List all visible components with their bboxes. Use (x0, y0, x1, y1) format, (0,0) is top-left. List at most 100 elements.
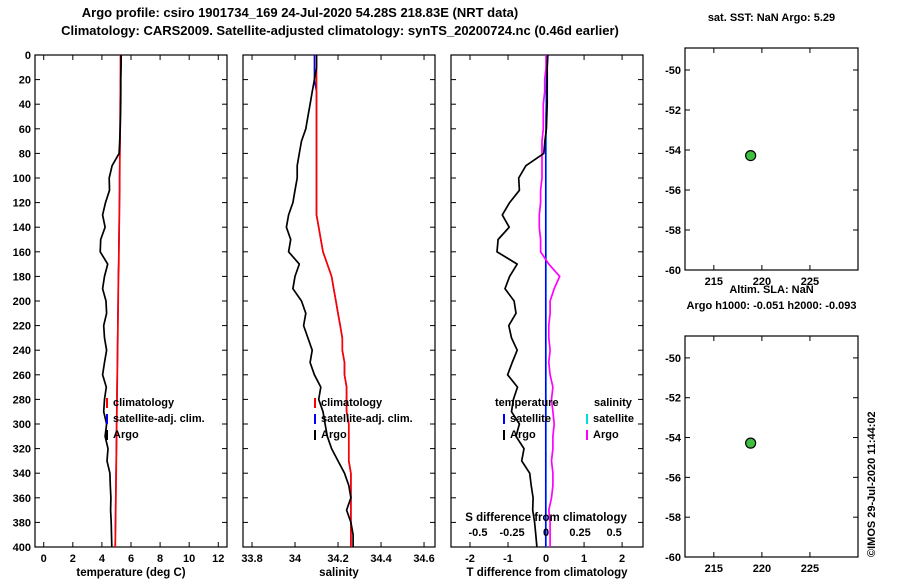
difference-profile-legend-1: salinity satellite Argo (586, 397, 634, 441)
map-sla-y-tick-label: -58 (665, 512, 681, 524)
difference-profile-secondary-tick-label: 0.5 (606, 527, 621, 539)
difference-profile-secondary-tick-label: 0.25 (569, 527, 590, 539)
temperature-profile-y-tick-label: 360 (13, 493, 31, 505)
map-sla-y-tick-label: -60 (665, 552, 681, 564)
temperature-profile-y-tick-label: 60 (19, 124, 31, 136)
temperature-profile-x-tick-label: 0 (41, 553, 47, 565)
salinity-profile-x-tick-label: 34.6 (413, 553, 434, 565)
temperature-profile-y-tick-label: 240 (13, 345, 31, 357)
temperature-profile-y-tick-label: 160 (13, 247, 31, 259)
difference-profile-legend-0: temperature satellite Argo (495, 397, 559, 441)
map-sla-x-tick-label: 220 (753, 563, 771, 575)
temperature-profile-y-tick-label: 200 (13, 296, 31, 308)
salinity-profile-legend-label: satellite-adj. clim. (321, 413, 413, 425)
difference-profile-legend-title: temperature (495, 397, 559, 409)
temperature-profile-y-tick-label: 140 (13, 222, 31, 234)
salinity-profile-x-tick-label: 34 (289, 553, 302, 565)
temperature-profile-x-tick-label: 2 (70, 553, 76, 565)
temperature-profile-frame (34, 54, 228, 548)
difference-profile-x-tick-label: -1 (503, 553, 513, 565)
temperature-profile: 0 2 4 6 8 10 12 temperature (deg C) 0 20 40 60 80 100… (13, 50, 228, 579)
salinity-profile-x-axis: 33.8 34 34.2 34.4 34.6 salinity (241, 55, 435, 579)
temperature-profile-y-tick-label: 300 (13, 419, 31, 431)
salinity-profile-frame (242, 54, 436, 548)
map-sst-y-tick-label: -54 (665, 145, 682, 157)
difference-profile-legend-label: satellite (593, 413, 634, 425)
difference-profile-x-tick-label: 0 (543, 553, 549, 565)
map-sla: Altim. SLA: NaN Argo h1000: -0.051 h2000:… (665, 284, 859, 575)
temperature-profile-y-tick-label: 320 (13, 444, 31, 456)
map-sst-y-tick-label: -58 (665, 225, 681, 237)
temperature-profile-legend-label: Argo (113, 429, 139, 441)
temperature-profile-y-tick-label: 220 (13, 321, 31, 333)
map-sla-y-axis: -50 -52 -54 -56 -58 -60 (665, 353, 858, 564)
temperature-profile-series-argo (99, 54, 122, 548)
map-sst-title: sat. SST: NaN Argo: 5.29 (708, 12, 835, 24)
temperature-profile-x-tick-label: 12 (212, 553, 224, 565)
difference-profile-x-axis: -2 -1 0 1 2 T difference from climatology (465, 55, 628, 579)
salinity-profile: 33.8 34 34.2 34.4 34.6 salinity climatology sat… (241, 54, 436, 579)
temperature-profile-y-tick-label: 280 (13, 394, 31, 406)
map-sla-title: Argo h1000: -0.051 h2000: -0.093 (687, 300, 857, 312)
map-sla-y-tick-label: -56 (665, 472, 681, 484)
salinity-profile-xlabel: salinity (319, 567, 359, 579)
map-sst-y-axis: -50 -52 -54 -56 -58 -60 (665, 65, 858, 277)
difference-profile-series-argo-temperature-diff (496, 54, 549, 548)
map-sla-frame (684, 335, 859, 558)
figure-title-line2: Climatology: CARS2009. Satellite-adjuste… (61, 23, 619, 38)
salinity-profile-x-tick-label: 34.2 (327, 553, 348, 565)
map-sst-x-tick-label: 220 (753, 276, 771, 288)
temperature-profile-y-tick-label: 100 (13, 173, 31, 185)
temperature-profile-y-tick-label: 40 (19, 99, 31, 111)
temperature-profile-legend-label: satellite-adj. clim. (113, 413, 205, 425)
map-sla-y-tick-label: -52 (665, 393, 681, 405)
temperature-profile-y-tick-label: 120 (13, 198, 31, 210)
salinity-profile-legend-label: Argo (321, 429, 347, 441)
temperature-profile-x-tick-label: 10 (183, 553, 195, 565)
salinity-profile-legend-label: climatology (321, 397, 383, 409)
temperature-profile-legend-label: climatology (113, 397, 175, 409)
salinity-profile-series-argo (285, 55, 354, 547)
difference-profile-x-tick-label: 2 (619, 553, 625, 565)
map-sla-float-position-marker (745, 437, 757, 449)
temperature-profile-y-tick-label: 80 (19, 148, 31, 160)
map-sst-x-axis: 215 220 225 (705, 48, 819, 288)
difference-profile-legend-label: Argo (593, 429, 619, 441)
map-sst-frame (684, 47, 859, 271)
figure-title-line1: Argo profile: csiro 1901734_169 24-Jul-2… (81, 5, 519, 20)
map-sla-y-tick-label: -50 (665, 353, 681, 365)
map-sla-y-tick-label: -54 (665, 433, 682, 445)
map-sst-y-tick-label: -50 (665, 65, 681, 77)
difference-profile-secondary-axis-label: S difference from climatology (465, 512, 627, 524)
difference-profile-secondary-axis: S difference from climatology -0.5 -0.25 0 0… (465, 512, 627, 539)
imos-watermark: ©IMOS 29-Jul-2020 11:44:02 (866, 411, 878, 557)
salinity-profile-x-tick-label: 33.8 (241, 553, 262, 565)
difference-profile-x-tick-label: -2 (465, 553, 475, 565)
difference-profile-series-argo-salinity-diff (538, 55, 561, 547)
difference-profile-secondary-tick-label: -0.5 (469, 527, 488, 539)
salinity-profile-x-tick-label: 34.4 (370, 553, 392, 565)
difference-profile-secondary-tick-label: 0 (543, 527, 549, 539)
temperature-profile-y-tick-label: 20 (19, 75, 31, 87)
temperature-profile-x-tick-label: 8 (157, 553, 163, 565)
map-sst-y-tick-label: -52 (665, 105, 681, 117)
difference-profile-xlabel: T difference from climatology (466, 567, 628, 579)
map-sst-x-tick-label: 225 (801, 276, 819, 288)
map-sst-y-tick-label: -56 (665, 185, 681, 197)
temperature-profile-y-tick-label: 260 (13, 370, 31, 382)
difference-profile: -2 -1 0 1 2 T difference from climatology S di… (450, 54, 644, 579)
salinity-profile-series-satellite-adj-clim (313, 55, 352, 547)
temperature-profile-legend-0: climatology satellite-adj. clim. Argo (106, 397, 205, 441)
map-sst-float-position-marker (745, 150, 757, 162)
temperature-profile-y-tick-label: 400 (13, 542, 31, 554)
difference-profile-secondary-tick-label: -0.25 (499, 527, 524, 539)
temperature-profile-y-axis: 0 20 40 60 80 100 120 140 160 180 200 220 240 260 280 3… (13, 50, 227, 554)
difference-profile-y-axis (451, 54, 643, 548)
temperature-profile-y-tick-label: 340 (13, 468, 31, 480)
map-sla-x-axis: 215 220 225 (705, 336, 819, 575)
difference-profile-x-tick-label: 1 (581, 553, 587, 565)
temperature-profile-y-tick-label: 180 (13, 271, 31, 283)
